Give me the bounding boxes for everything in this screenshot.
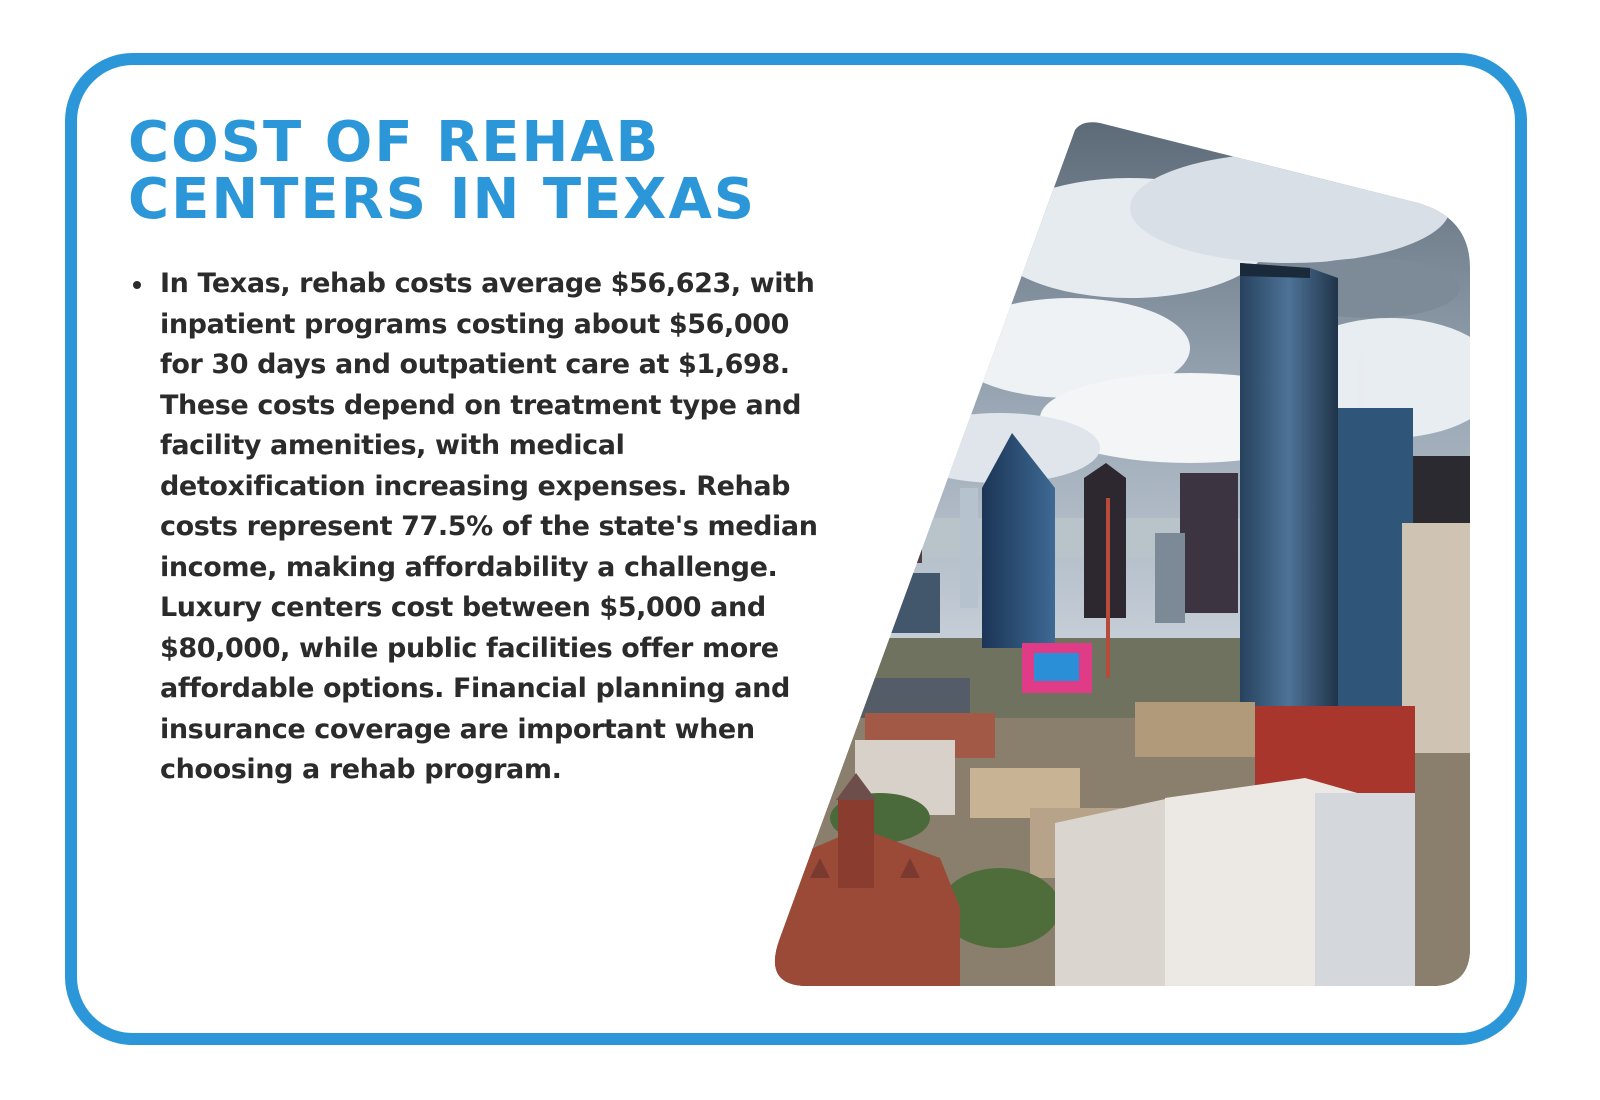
city-skyline-image	[774, 122, 1470, 987]
page-title: COST OF REHAB CENTERS IN TEXAS	[128, 114, 756, 228]
bullet-list: In Texas, rehab costs average $56,623, w…	[132, 264, 832, 791]
title-line-2: CENTERS IN TEXAS	[128, 167, 757, 232]
title-line-1: COST OF REHAB	[128, 110, 661, 175]
bullet-item: In Texas, rehab costs average $56,623, w…	[132, 264, 832, 791]
